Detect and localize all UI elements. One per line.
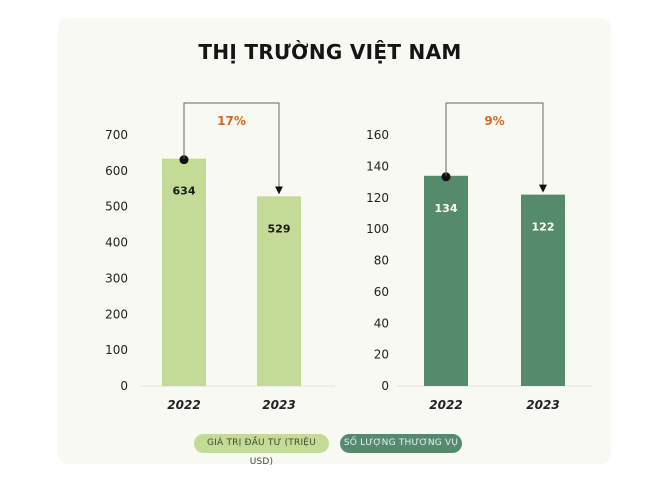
bar-2022 <box>424 175 468 386</box>
category-label-2022: 2022 <box>429 398 462 412</box>
deal-count-chart: 0 20 40 60 80 100 120 140 160 134 2022 122 2023 9% <box>366 102 592 412</box>
data-label-2023: 529 <box>268 222 291 235</box>
change-bracket-arrow <box>445 102 547 193</box>
change-percent-label: 17% <box>217 114 246 128</box>
y-tick-label: 40 <box>374 316 389 330</box>
change-bracket-arrow <box>183 102 283 195</box>
y-tick-label: 100 <box>105 343 128 357</box>
y-tick-label: 140 <box>366 159 389 173</box>
chart-card <box>58 18 611 464</box>
y-tick-label: 400 <box>105 236 128 250</box>
y-tick-label: 100 <box>366 222 389 236</box>
bar-2023 <box>521 194 565 386</box>
data-label-2022: 634 <box>173 185 196 198</box>
y-tick-label: 0 <box>381 379 389 393</box>
data-label-2023: 122 <box>532 221 555 234</box>
change-percent-label: 9% <box>484 114 504 128</box>
category-label-2023: 2023 <box>262 398 295 412</box>
y-tick-label: 300 <box>105 271 128 285</box>
y-tick-label: 700 <box>105 128 128 142</box>
y-tick-label: 120 <box>366 191 389 205</box>
category-label-2022: 2022 <box>167 398 200 412</box>
bracket-start-dot <box>441 172 451 182</box>
y-tick-label: 60 <box>374 285 389 299</box>
y-tick-label: 200 <box>105 307 128 321</box>
y-tick-label: 160 <box>366 128 389 142</box>
y-tick-label: 0 <box>120 379 128 393</box>
y-tick-label: 80 <box>374 254 389 268</box>
bar-2023 <box>257 196 301 386</box>
bar-2022 <box>162 158 206 386</box>
y-tick-label: 500 <box>105 200 128 214</box>
bracket-start-dot <box>179 155 189 165</box>
y-tick-label: 600 <box>105 164 128 178</box>
legend-investment-value: GIÁ TRỊ ĐẦU TƯ (TRIỆU USD) <box>194 434 329 467</box>
legend-deal-count: SỐ LƯỢNG THƯƠNG VỤ <box>340 434 462 453</box>
investment-value-chart: 0 100 200 300 400 500 600 700 634 2022 529 2023 17% <box>105 102 335 412</box>
category-label-2023: 2023 <box>526 398 559 412</box>
page-title: THỊ TRƯỜNG VIỆT NAM <box>198 40 462 64</box>
y-tick-label: 20 <box>374 348 389 362</box>
data-label-2022: 134 <box>435 202 458 215</box>
